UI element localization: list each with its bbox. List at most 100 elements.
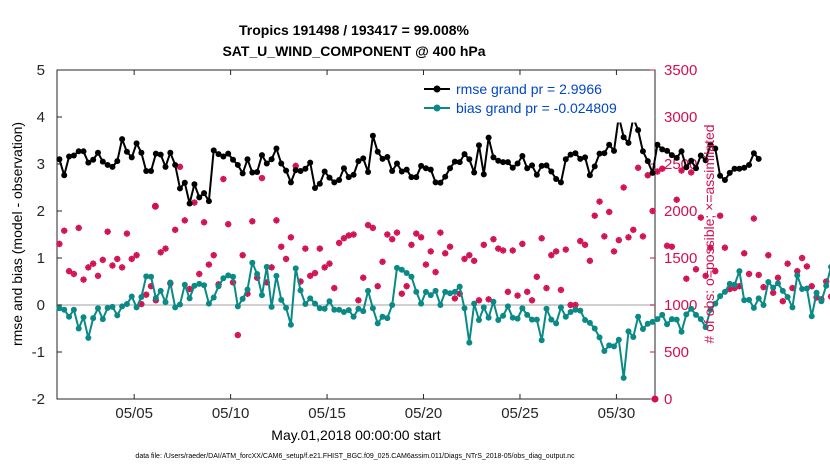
bias-point: [774, 280, 781, 287]
rmse-point: [172, 161, 179, 168]
bias-point: [75, 325, 82, 332]
obs-assimilated-point: [249, 218, 256, 225]
bias-point: [818, 298, 825, 305]
obs-assimilated-point: [504, 288, 512, 296]
rmse-point: [553, 176, 560, 183]
obs-assimilated-point: [384, 231, 391, 238]
rmse-point: [254, 168, 261, 175]
bias-point: [181, 281, 188, 288]
rmse-point: [70, 152, 77, 159]
obs-assimilated-point: [104, 228, 111, 235]
rmse-point: [567, 151, 574, 158]
bias-point: [167, 279, 174, 286]
data-file-footnote: data file: /Users/raeder/DAI/ATM_forcXX/…: [135, 453, 575, 460]
bias-point: [331, 306, 338, 313]
y2-tick-label: 0: [664, 391, 672, 408]
bias-point: [422, 288, 429, 295]
rmse-point: [162, 163, 169, 170]
bias-point: [644, 320, 651, 327]
y-tick-label: -2: [32, 391, 45, 408]
rmse-point: [128, 154, 135, 161]
bias-point: [258, 292, 265, 299]
bias-point: [119, 303, 126, 310]
rmse-point: [350, 171, 357, 178]
y-tick-label: 2: [37, 203, 45, 220]
obs-assimilated-point: [620, 184, 627, 191]
y2-tick-label: 3500: [664, 62, 697, 79]
rmse-point: [389, 168, 396, 175]
bias-point: [196, 280, 203, 287]
rmse-point: [119, 136, 126, 143]
rmse-point: [239, 170, 246, 177]
bias-point: [374, 320, 381, 327]
obs-assimilated-point: [524, 288, 531, 296]
obs-assimilated-point: [200, 219, 208, 226]
obs-assimilated-point: [543, 284, 550, 292]
rmse-point: [398, 168, 405, 175]
rmse-point: [427, 166, 434, 173]
bias-point: [451, 288, 458, 295]
rmse-point: [736, 165, 743, 172]
rmse-point: [360, 155, 367, 162]
obs-assimilated-point: [287, 234, 295, 241]
obs-assimilated-point: [466, 251, 473, 259]
y2-tick-label: 1500: [664, 250, 697, 267]
rmse-point: [80, 148, 87, 155]
bias-point: [524, 311, 531, 318]
y-tick-label: 1: [37, 250, 45, 267]
obs-assimilated-point: [557, 286, 565, 294]
bias-point: [529, 316, 536, 323]
rmse-point: [321, 168, 328, 175]
obs-assimilated-point: [360, 274, 367, 281]
obs-assimilated-point: [514, 292, 521, 299]
bias-point: [128, 293, 135, 300]
bias-point: [726, 280, 733, 287]
rmse-point: [114, 158, 121, 165]
obs-assimilated-point: [630, 226, 637, 233]
rmse-point: [196, 194, 203, 201]
x-axis-label: May.01,2018 00:00:00 start: [271, 427, 441, 443]
bias-point: [625, 328, 632, 335]
obs-assimilated-point: [210, 251, 217, 259]
obs-assimilated-point: [707, 244, 714, 251]
rmse-point: [85, 159, 92, 166]
bias-point: [254, 270, 261, 277]
rmse-point: [56, 156, 63, 163]
bias-point: [297, 287, 304, 294]
rmse-point: [326, 174, 333, 181]
rmse-point: [167, 149, 174, 156]
rmse-point: [717, 172, 724, 179]
obs-assimilated-point: [427, 248, 434, 255]
rmse-point: [278, 160, 285, 167]
rmse-point: [692, 165, 699, 172]
obs-assimilated-point: [683, 275, 690, 282]
bias-point: [495, 317, 502, 324]
rmse-point: [432, 179, 439, 186]
bias-point: [148, 273, 155, 280]
bias-point: [123, 301, 130, 308]
bias-point: [548, 316, 555, 323]
rmse-point: [504, 159, 511, 166]
rmse-point: [186, 200, 193, 207]
bias-point: [678, 328, 685, 335]
bias-point: [215, 283, 222, 290]
rmse-point: [557, 179, 564, 186]
rmse-point: [123, 148, 130, 155]
bias-point: [355, 305, 362, 312]
rmse-point: [596, 150, 603, 157]
bias-point: [471, 300, 478, 307]
rmse-point: [302, 165, 309, 172]
bias-point: [345, 307, 352, 314]
obs-extra-point: [651, 395, 659, 403]
obs-assimilated-point: [745, 270, 753, 278]
legend: rmse grand pr = 2.9966 bias grand pr = -…: [417, 75, 655, 123]
rmse-point: [66, 153, 73, 160]
rmse-point: [659, 146, 666, 153]
bias-point: [384, 315, 391, 322]
obs-assimilated-point: [586, 257, 594, 265]
y-axis-label: rmse and bias (model - observation): [9, 122, 25, 346]
bias-point: [664, 321, 671, 328]
bias-point: [620, 374, 627, 381]
rmse-point: [408, 174, 415, 181]
